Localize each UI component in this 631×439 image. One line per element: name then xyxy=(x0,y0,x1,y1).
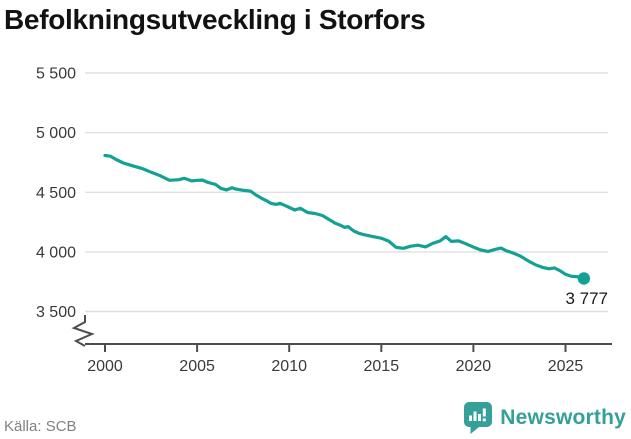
x-axis-tick-label: 2000 xyxy=(87,358,123,375)
y-axis-break-mark xyxy=(71,315,95,347)
y-axis-tick-label: 3 500 xyxy=(36,304,76,321)
x-axis-tick-label: 2015 xyxy=(364,358,400,375)
x-axis-tick-label: 2020 xyxy=(456,358,492,375)
population-line xyxy=(103,153,586,281)
y-axis-tick-label: 5 500 xyxy=(36,66,76,83)
x-axis-tick-label: 2005 xyxy=(179,358,215,375)
y-axis-tick-label: 5 000 xyxy=(36,125,76,142)
newsworthy-logo: Newsworthy xyxy=(463,401,626,434)
chart-title: Befolkningsutveckling i Storfors xyxy=(4,4,426,35)
newsworthy-logo-text: Newsworthy xyxy=(500,405,626,429)
source-label: Källa: SCB xyxy=(4,418,77,435)
y-axis-tick-label: 4 500 xyxy=(36,185,76,202)
end-value-label: 3 777 xyxy=(565,289,608,308)
line-end-dot xyxy=(577,272,591,285)
y-axis-tick-label: 4 000 xyxy=(36,244,76,261)
x-axis-tick-label: 2010 xyxy=(271,358,307,375)
x-axis-tick-label: 2025 xyxy=(548,358,584,375)
newsworthy-speech-bubble-chart-icon xyxy=(464,402,493,434)
